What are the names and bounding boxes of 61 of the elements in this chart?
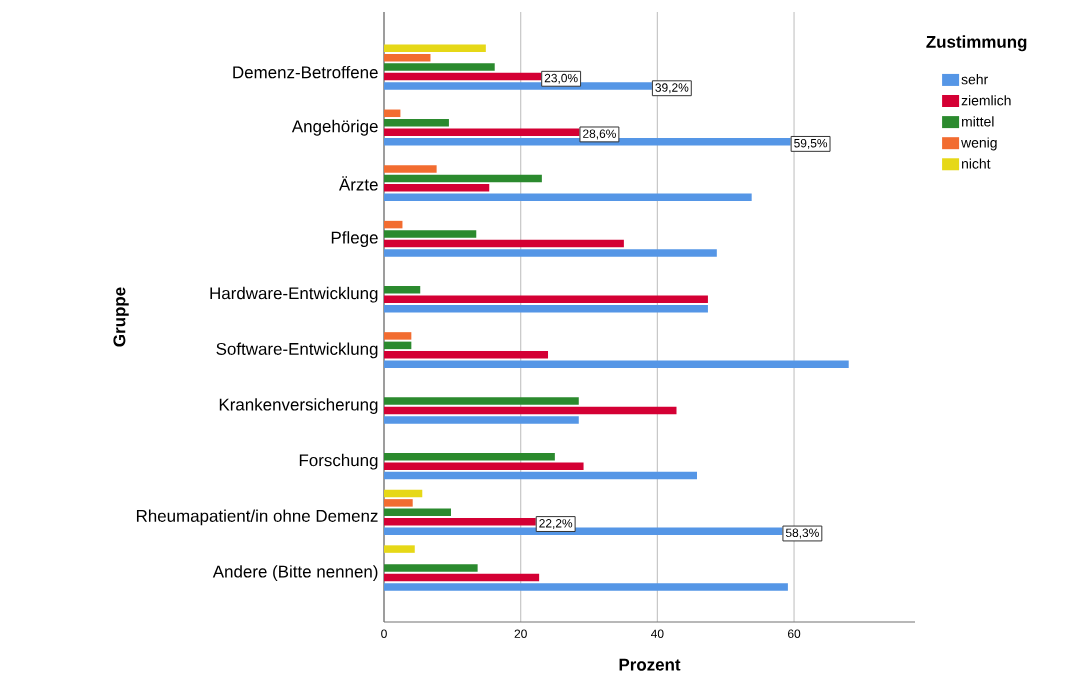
bar: [384, 249, 717, 257]
x-tick-label: 0: [381, 629, 387, 638]
legend-label: sehr: [961, 74, 988, 85]
bar: [384, 351, 549, 359]
bar: [384, 332, 412, 340]
y-tick-label: Forschung: [299, 453, 378, 470]
bar: [384, 489, 423, 498]
data-label: 28,6%: [583, 129, 616, 140]
data-label: 23,0%: [544, 73, 578, 84]
bar: [384, 406, 677, 415]
legend-label: ziemlich: [961, 95, 1011, 106]
legend-label: wenig: [961, 137, 997, 151]
x-tick-label: 60: [788, 629, 801, 638]
bar: [384, 573, 540, 582]
bar: [384, 285, 421, 294]
bar: [384, 295, 708, 303]
x-tick-label: 20: [514, 629, 527, 638]
data-label: 39,2%: [655, 83, 689, 94]
y-tick-label: Software-Entwicklung: [216, 342, 378, 359]
y-tick-label: Ärzte: [338, 176, 378, 191]
bar: [384, 416, 579, 424]
y-tick-label: Hardware-Entwicklung: [210, 286, 378, 303]
x-axis-title: Prozent: [619, 658, 681, 671]
bar: [384, 44, 486, 52]
bar: [384, 63, 495, 71]
bar: [384, 174, 542, 183]
bar: [384, 341, 412, 350]
legend-label: nicht: [962, 158, 991, 169]
legend-label: mittel: [962, 116, 994, 127]
bar: [384, 499, 413, 507]
bar: [384, 360, 849, 369]
bar: [384, 165, 437, 173]
y-axis-title: Gruppe: [113, 287, 129, 347]
bar: [384, 452, 555, 461]
bar: [384, 220, 403, 229]
y-tick-label: Pflege: [331, 231, 378, 247]
legend-title: Zustimmung: [926, 35, 1027, 52]
bar: [384, 304, 708, 313]
bar: [384, 397, 579, 405]
bar: [384, 508, 451, 517]
bar: [384, 230, 477, 238]
bar: [384, 462, 584, 470]
data-label: 22,2%: [539, 519, 573, 529]
x-tick-label: 40: [651, 629, 664, 638]
y-tick-label: Andere (Bitte nennen): [212, 565, 378, 581]
data-label: 58,3%: [785, 528, 819, 539]
bar: [384, 109, 401, 118]
bar: [384, 119, 449, 127]
bar: [384, 53, 431, 62]
bar: [384, 239, 624, 248]
data-label: 59,5%: [794, 138, 828, 149]
bar: [384, 564, 478, 572]
bar: [384, 471, 697, 480]
y-tick-label: Rheumapatient/in ohne Demenz: [136, 509, 378, 526]
bar: [384, 545, 415, 553]
y-tick-label: Angehörige: [291, 119, 378, 136]
bar: [384, 193, 752, 202]
y-tick-label: Krankenversicherung: [219, 398, 378, 414]
bar: [384, 184, 490, 192]
bar: [384, 583, 788, 591]
y-tick-label: Demenz-Betroffene: [233, 65, 378, 79]
